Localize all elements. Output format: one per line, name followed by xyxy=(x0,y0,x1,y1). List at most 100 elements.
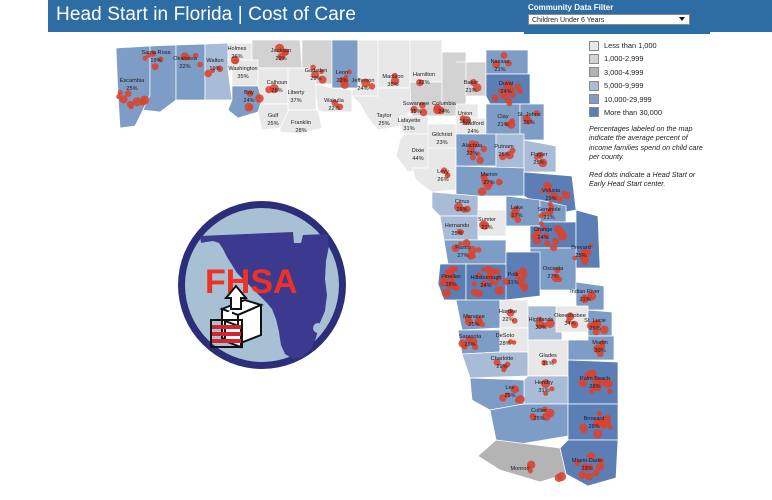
county-baker[interactable] xyxy=(456,61,491,97)
head-start-center-dot xyxy=(419,102,426,109)
head-start-center-dot xyxy=(499,394,507,402)
head-start-center-dot xyxy=(592,328,600,336)
head-start-center-dot xyxy=(467,253,475,260)
county-name-label: Washington xyxy=(228,66,257,72)
head-start-center-dot xyxy=(368,83,376,90)
head-start-center-dot xyxy=(444,172,451,179)
county-washington[interactable] xyxy=(227,59,259,87)
county-name-label: Pinellas xyxy=(441,274,461,280)
head-start-center-dot xyxy=(541,379,551,389)
head-start-center-dot xyxy=(439,280,446,287)
head-start-center-dot xyxy=(462,239,471,248)
head-start-center-dot xyxy=(441,288,451,298)
head-start-center-dot xyxy=(463,205,471,213)
county-percent-label: 25% xyxy=(468,322,479,328)
head-start-center-dot xyxy=(595,462,605,471)
county-percent-label: 25% xyxy=(504,393,515,399)
head-start-center-dot xyxy=(470,154,476,161)
county-alachua[interactable] xyxy=(455,133,497,167)
legend-row: 5,000-9,999 xyxy=(589,80,711,91)
head-start-center-dot xyxy=(275,43,285,53)
head-start-center-dot xyxy=(331,99,338,107)
county-name-label: Hardee xyxy=(499,309,517,315)
legend-row: 1,000-2,999 xyxy=(589,53,711,64)
head-start-center-dot xyxy=(494,268,501,275)
head-start-center-dot xyxy=(542,226,547,231)
head-start-center-dot xyxy=(504,96,512,104)
head-start-center-dot xyxy=(319,69,324,74)
legend-label: 10,000-29,999 xyxy=(604,94,652,104)
head-start-center-dot xyxy=(255,94,264,103)
county-percent-label: 21% xyxy=(497,122,508,128)
county-desoto[interactable] xyxy=(499,327,529,353)
head-start-center-dot xyxy=(595,346,601,351)
county-name-label: Union xyxy=(458,111,473,117)
head-start-center-dot xyxy=(458,339,467,348)
county-okaloosa[interactable] xyxy=(175,43,206,101)
legend-label: 1,000-2,999 xyxy=(604,54,644,64)
county-percent-label: 26% xyxy=(589,326,600,332)
head-start-center-dot xyxy=(590,320,600,330)
county-name-label: Orange xyxy=(534,227,553,233)
county-franklin[interactable] xyxy=(279,109,323,135)
legend-note: Percentages labeled on the map indicate … xyxy=(589,124,711,196)
county-percent-label: 23% xyxy=(581,466,592,472)
county-name-label: Okeechobee xyxy=(554,313,586,319)
county-name-label: Manatee xyxy=(463,314,485,320)
head-start-center-dot xyxy=(471,281,477,287)
head-start-center-dot xyxy=(514,397,521,404)
logo-blocks-icon xyxy=(210,284,264,349)
head-start-center-dot xyxy=(142,55,148,61)
county-percent-label: 24% xyxy=(537,235,548,241)
county-name-label: Gilchrist xyxy=(432,132,453,138)
head-start-center-dot xyxy=(533,110,540,117)
county-percent-label: 21% xyxy=(579,297,590,303)
county-percent-label: 19% xyxy=(209,66,220,72)
head-start-center-dot xyxy=(210,68,216,73)
head-start-center-dot xyxy=(511,340,517,345)
county-percent-label: 29% xyxy=(496,364,507,370)
head-start-center-dot xyxy=(545,188,552,195)
logo-lake-dot xyxy=(313,323,323,333)
head-start-center-dot xyxy=(151,63,159,71)
county-name-label: Broward xyxy=(584,416,605,422)
head-start-center-dot xyxy=(484,265,493,274)
head-start-center-dot xyxy=(204,69,212,78)
county-percent-label: 28% xyxy=(295,128,306,134)
county-clay[interactable] xyxy=(485,103,521,137)
county-broward[interactable] xyxy=(567,403,619,441)
county-percent-label: 21% xyxy=(494,67,505,73)
head-start-center-dot xyxy=(473,83,482,92)
county-labels: Escambia 25% Santa Rosa 19% Okaloosa 22% Walto… xyxy=(120,46,610,472)
head-start-center-dot xyxy=(501,367,507,373)
county-levy[interactable] xyxy=(411,147,457,193)
head-start-center-dot xyxy=(560,232,568,241)
head-start-center-dot xyxy=(311,70,320,79)
county-wakulla[interactable] xyxy=(315,83,353,113)
head-start-center-dot xyxy=(500,52,508,59)
county-name-label: St. Johns xyxy=(517,112,541,118)
county-collier[interactable] xyxy=(489,403,569,445)
head-start-center-dot xyxy=(140,95,150,105)
community-data-filter-select[interactable]: Children Under 6 Years xyxy=(528,14,690,25)
county-percent-label: 31% xyxy=(542,361,553,367)
county-percent-label: 27% xyxy=(547,274,558,280)
county-jackson[interactable] xyxy=(251,39,303,69)
legend-label: Less than 1,000 xyxy=(604,41,657,50)
county-name-label: Charlotte xyxy=(491,356,514,362)
county-percent-label: 25% xyxy=(378,121,389,127)
head-start-center-dot xyxy=(493,358,501,366)
county-monroe[interactable] xyxy=(477,439,567,483)
county-name-label: Bay xyxy=(244,90,254,96)
county-name-label: Collier xyxy=(531,408,547,414)
head-start-center-dot xyxy=(498,179,503,185)
county-percent-label: 31% xyxy=(538,388,549,394)
county-percent-label: 31% xyxy=(507,280,518,286)
county-lake[interactable] xyxy=(505,195,541,227)
head-start-center-dot xyxy=(476,156,484,164)
head-start-center-dot xyxy=(192,52,199,59)
county-name-label: Putnam xyxy=(494,144,514,150)
head-start-center-dot xyxy=(544,240,551,247)
